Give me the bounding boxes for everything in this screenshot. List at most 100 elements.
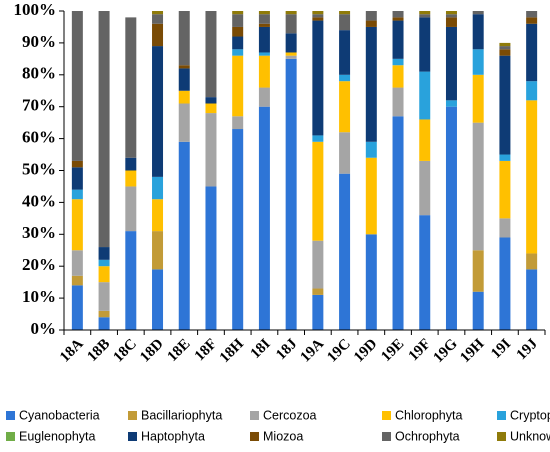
legend: Cyanobacteria Bacillariophyta Cercozoa Chlo… [6, 408, 550, 443]
bar-segment-chlorophyta-18j [285, 52, 297, 56]
bar-segment-chlorophyta-18c [125, 170, 137, 187]
x-tick-label-18b: 18B [84, 336, 113, 365]
bar-segment-cryptophyta-18d [152, 176, 164, 200]
x-tick-label-19c: 19C [324, 336, 354, 366]
bar-segment-haptophyta-19e [392, 20, 404, 59]
legend-label-cyanobacteria: Cyanobacteria [19, 408, 100, 422]
bar-segment-cercozoa-19c [339, 132, 351, 174]
bar-segment-cyanobacteria-18d [152, 269, 164, 330]
bar-segment-unknown-19a [312, 11, 324, 15]
bar-segment-cyanobacteria-18a [71, 285, 83, 330]
legend-swatch-unknown [497, 432, 506, 441]
bar-segment-cryptophyta-19j [526, 81, 538, 101]
bar-segment-cercozoa-19a [312, 240, 324, 289]
bar-segment-cyanobacteria-18j [285, 58, 297, 330]
bar-segment-ochrophyta-19f [419, 14, 431, 18]
bar-segment-miozoa-19a [312, 17, 324, 21]
y-tick-label: 100% [14, 0, 57, 19]
bar-segment-ochrophyta-19e [392, 11, 404, 18]
bar-stack-19j [526, 11, 538, 330]
bar-segment-cyanobacteria-18i [258, 106, 270, 330]
bar-segment-miozoa-19j [526, 17, 538, 24]
bar-segment-chlorophyta-18i [258, 55, 270, 88]
bar-segment-chlorophyta-19h [472, 74, 484, 123]
bar-segment-miozoa-18a [71, 160, 83, 168]
bar-segment-cercozoa-18c [125, 186, 137, 232]
bar-stack-18h [232, 11, 244, 330]
bar-segment-unknown-18j [285, 11, 297, 15]
bar-stack-19i [499, 42, 511, 330]
legend-swatch-miozoa [250, 432, 259, 441]
bar-segment-chlorophyta-18e [178, 90, 190, 104]
x-tick-label-19f: 19F [406, 336, 434, 364]
y-tick-label: 30% [22, 223, 56, 242]
bar-segment-cyanobacteria-19g [445, 106, 457, 330]
bar-segment-cyanobacteria-19j [526, 269, 538, 330]
bar-segment-cryptophyta-19i [499, 154, 511, 161]
bar-segment-ochrophyta-18i [258, 14, 270, 24]
bar-segment-haptophyta-19f [419, 17, 431, 72]
legend-swatch-euglenophyta [6, 432, 15, 441]
bar-segment-haptophyta-18a [71, 167, 83, 190]
bar-segment-cryptophyta-19h [472, 49, 484, 75]
bar-segment-unknown-18h [232, 11, 244, 15]
bar-segment-cercozoa-18a [71, 250, 83, 276]
bar-segment-cyanobacteria-18e [178, 141, 190, 330]
y-tick-label: 80% [22, 64, 56, 83]
bar-segment-cyanobacteria-18f [205, 186, 217, 330]
legend-label-ochrophyta: Ochrophyta [395, 429, 460, 443]
bar-segment-ochrophyta-18a [71, 11, 83, 161]
legend-label-chlorophyta: Chlorophyta [395, 408, 462, 422]
x-tick-label-19i: 19I [488, 336, 514, 362]
legend-swatch-haptophyta [128, 432, 137, 441]
plot-area [71, 11, 538, 331]
bar-segment-miozoa-19g [445, 17, 457, 27]
x-tick-label-19d: 19D [351, 336, 381, 366]
legend-label-cryptophyta: Cryptophyta [510, 408, 550, 422]
y-tick-label: 0% [31, 319, 57, 338]
y-tick-label: 40% [22, 191, 56, 210]
bar-segment-miozoa-19e [392, 17, 404, 21]
bar-segment-cyanobacteria-18c [125, 231, 137, 330]
bar-segment-cercozoa-18j [285, 55, 297, 59]
bar-segment-haptophyta-18j [285, 33, 297, 53]
bar-segment-cercozoa-18b [98, 282, 110, 311]
legend-label-cercozoa: Cercozoa [263, 408, 317, 422]
bar-segment-ochrophyta-18h [232, 14, 244, 27]
bar-segment-ochrophyta-19c [339, 14, 351, 31]
bar-segment-miozoa-18e [178, 65, 190, 69]
bar-segment-ochrophyta-18e [178, 11, 190, 66]
bar-segment-cercozoa-19e [392, 87, 404, 117]
bar-segment-cyanobacteria-18b [98, 317, 110, 330]
legend-label-euglenophyta: Euglenophyta [19, 429, 96, 443]
bar-segment-cyanobacteria-19e [392, 116, 404, 331]
bar-segment-miozoa-19d [365, 20, 377, 27]
bar-segment-haptophyta-19c [339, 30, 351, 75]
bar-stack-19c [339, 11, 351, 330]
bar-segment-chlorophyta-18b [98, 266, 110, 283]
bar-stack-18c [125, 17, 137, 330]
bar-segment-chlorophyta-19c [339, 81, 351, 133]
bar-segment-haptophyta-19j [526, 23, 538, 82]
legend-item-ochrophyta: Ochrophyta [382, 429, 460, 443]
x-tick-label-19h: 19H [457, 336, 487, 366]
legend-item-chlorophyta: Chlorophyta [382, 408, 462, 422]
bar-segment-haptophyta-18d [152, 46, 164, 177]
bar-stack-18a [71, 11, 83, 330]
bar-stack-18f [205, 11, 217, 330]
bar-segment-cyanobacteria-19h [472, 291, 484, 330]
bar-segment-ochrophyta-19j [526, 11, 538, 18]
bar-segment-unknown-19g [445, 11, 457, 15]
bar-stack-18e [178, 11, 190, 330]
bar-segment-bacillariophyta-18d [152, 231, 164, 270]
legend-item-miozoa: Miozoa [250, 429, 303, 443]
bar-segment-ochrophyta-18c [125, 17, 137, 158]
legend-item-haptophyta: Haptophyta [128, 429, 205, 443]
y-tick-label: 10% [22, 287, 56, 306]
bar-segment-bacillariophyta-19j [526, 253, 538, 270]
bar-segment-chlorophyta-19f [419, 119, 431, 161]
bar-segment-bacillariophyta-19a [312, 288, 324, 295]
bar-stack-18b [98, 11, 110, 330]
bar-segment-miozoa-18d [152, 23, 164, 47]
